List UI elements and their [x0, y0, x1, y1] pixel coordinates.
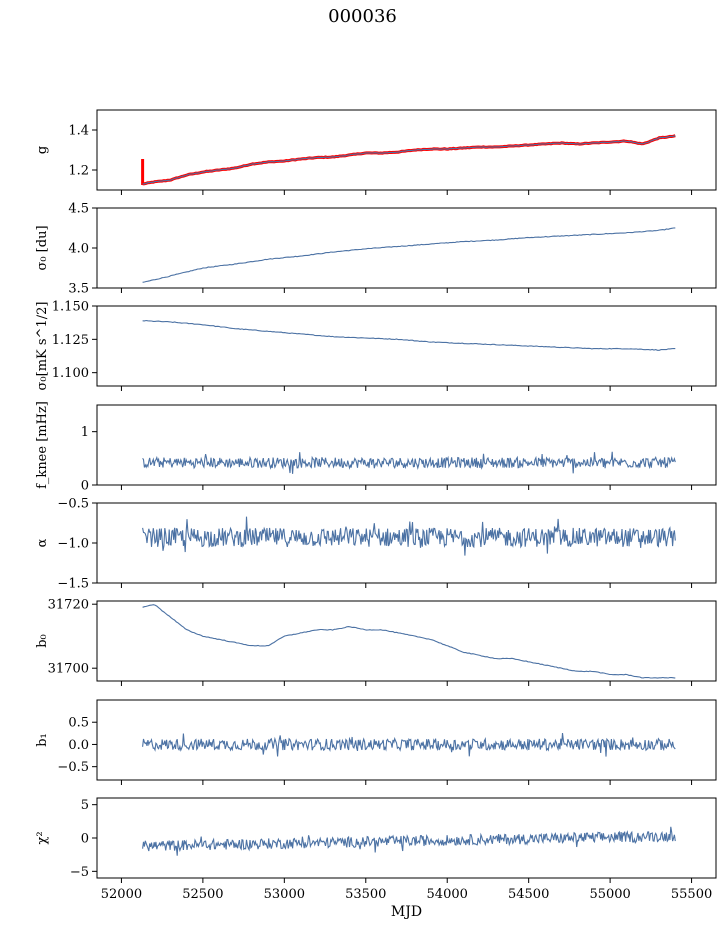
ytick-label-b0: 31720	[48, 598, 89, 613]
ylabel-b0: b₀	[35, 634, 50, 648]
ylabel-b1: b₁	[35, 733, 50, 747]
axes-frame-g	[96, 109, 717, 191]
ytick-label-alpha: −0.5	[57, 497, 89, 512]
ytick-label-sigma0_mk: 1.150	[52, 300, 89, 315]
axes-frame-sigma0_mk	[96, 305, 717, 387]
ytick-label-sigma0_du: 4.5	[68, 202, 89, 217]
ylabel-sigma0_du: σ₀ [du]	[35, 225, 50, 270]
ytick-label-sigma0_mk: 1.100	[52, 366, 89, 381]
series-sigma0_mk	[142, 319, 676, 351]
xtick-label: 52000	[101, 887, 142, 902]
axes-frame-b0	[96, 600, 717, 682]
ylabel-chi2: χ²	[35, 831, 50, 844]
ylabel-sigma0_mk: σ₀[mK s^1/2]	[35, 302, 50, 391]
series-sigma0_du	[142, 227, 676, 283]
xtick-label: 54000	[427, 887, 468, 902]
series-alpha	[142, 516, 676, 556]
ytick-label-alpha: −1.0	[57, 537, 89, 552]
ytick-label-g: 1.4	[68, 124, 89, 139]
subplot-b0: 31700 31720 b₀	[35, 598, 717, 686]
ytick-label-sigma0_mk: 1.125	[52, 333, 89, 348]
xtick-label: 55000	[589, 887, 630, 902]
xtick-label: 54500	[508, 887, 549, 902]
subplot-sigma0_du: 3.5 4.0 4.5 σ₀ [du]	[35, 202, 717, 297]
subplot-chi2: −5 0 5 52000 52500 53000 53500 54000 54500 55000 5…	[35, 797, 717, 920]
series-fknee	[142, 451, 676, 474]
ylabel-alpha: α	[35, 538, 50, 547]
ytick-label-sigma0_du: 3.5	[68, 282, 89, 297]
subplot-fknee: 0 1 f_knee [mHz]	[35, 401, 717, 494]
ytick-label-b1: 0.5	[68, 716, 89, 731]
ytick-label-fknee: 0	[81, 479, 89, 494]
series-chi2	[142, 826, 676, 856]
series-b0	[142, 604, 676, 679]
ytick-label-alpha: −1.5	[57, 577, 89, 592]
ytick-label-chi2: −5	[70, 865, 89, 880]
series-b1	[142, 733, 676, 757]
ytick-label-g: 1.2	[68, 164, 89, 179]
series-g	[142, 135, 676, 185]
ytick-label-fknee: 1	[81, 425, 89, 440]
ylabel-g: g	[35, 146, 50, 154]
figure-title: 000036	[328, 6, 397, 27]
xlabel: MJD	[391, 904, 422, 920]
subplot-b1: −0.5 0.0 0.5 b₁	[35, 699, 717, 785]
xtick-label: 53500	[345, 887, 386, 902]
subplot-g: 1.2 1.4 g	[35, 109, 717, 195]
ylabel-fknee: f_knee [mHz]	[35, 401, 50, 489]
ytick-label-b1: −0.5	[57, 760, 89, 775]
axes-frame-b1	[96, 699, 717, 781]
xtick-label: 55500	[671, 887, 712, 902]
axes-frame-sigma0_du	[96, 207, 717, 289]
xtick-label: 52500	[182, 887, 223, 902]
xtick-label: 53000	[264, 887, 305, 902]
axes-frame-fknee	[96, 404, 717, 486]
subplot-alpha: −1.5 −1.0 −0.5 α	[35, 497, 717, 592]
ytick-label-chi2: 0	[81, 832, 89, 847]
ytick-label-chi2: 5	[81, 798, 89, 813]
ytick-label-sigma0_du: 4.0	[68, 242, 89, 257]
ytick-label-b0: 31700	[48, 662, 89, 677]
ytick-label-b1: 0.0	[68, 738, 89, 753]
